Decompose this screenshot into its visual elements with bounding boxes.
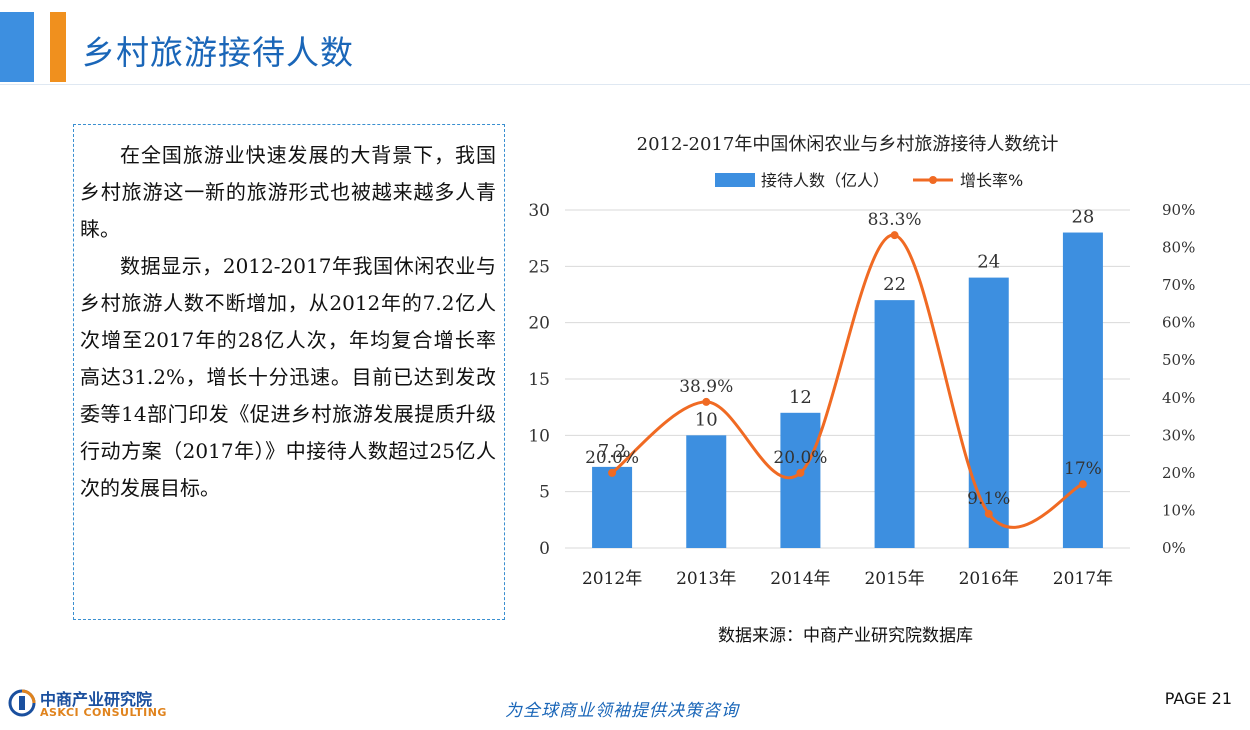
bar xyxy=(686,435,727,548)
chart-title: 2012-2017年中国休闲农业与乡村旅游接待人数统计 xyxy=(637,134,1059,155)
growth-rate-label: 83.3% xyxy=(868,210,922,230)
growth-rate-label: 38.9% xyxy=(679,377,733,397)
bar-value-label: 10 xyxy=(695,409,718,430)
summary-paragraph-2: 数据显示，2012-2017年我国休闲农业与乡村旅游人数不断增加，从2012年的… xyxy=(80,254,496,500)
y2-tick-label: 50% xyxy=(1162,351,1195,369)
header-accent-orange xyxy=(50,12,66,82)
bar xyxy=(780,412,821,548)
y2-tick-label: 10% xyxy=(1162,501,1195,519)
y-tick-label: 30 xyxy=(528,201,550,221)
bar-value-label: 28 xyxy=(1071,207,1094,228)
growth-rate-point xyxy=(702,397,711,406)
y-tick-label: 0 xyxy=(539,539,550,559)
y2-tick-label: 20% xyxy=(1162,464,1195,482)
y2-tick-label: 70% xyxy=(1162,276,1195,294)
header-divider xyxy=(0,84,1250,85)
logo-text-cn: 中商产业研究院 xyxy=(40,690,153,709)
bar-value-label: 12 xyxy=(789,387,812,408)
y-tick-label: 10 xyxy=(528,426,550,446)
footer-slogan: 为全球商业领袖提供决策咨询 xyxy=(505,701,739,721)
y-tick-label: 15 xyxy=(528,370,550,390)
growth-rate-point xyxy=(984,509,993,518)
bar xyxy=(968,277,1009,548)
y-tick-label: 25 xyxy=(528,257,550,277)
y2-tick-label: 60% xyxy=(1162,314,1195,332)
growth-rate-label: 20.0% xyxy=(773,448,827,468)
x-tick-label: 2015年 xyxy=(864,569,924,589)
x-tick-label: 2014年 xyxy=(770,569,830,589)
bar-value-label: 24 xyxy=(977,252,1000,273)
y2-tick-label: 90% xyxy=(1162,201,1195,219)
legend-label-bars: 接待人数（亿人） xyxy=(761,171,889,190)
bar xyxy=(1062,232,1103,548)
y-tick-label: 20 xyxy=(528,314,550,334)
growth-rate-point xyxy=(608,468,617,477)
y2-tick-label: 0% xyxy=(1162,539,1186,557)
bar xyxy=(592,466,633,548)
growth-rate-label: 9.1% xyxy=(967,489,1010,509)
company-logo: 中商产业研究院 ASKCI CONSULTING xyxy=(8,686,168,722)
y2-tick-label: 40% xyxy=(1162,389,1195,407)
bar xyxy=(874,300,915,548)
data-source: 数据来源：中商产业研究院数据库 xyxy=(718,626,973,646)
x-tick-label: 2013年 xyxy=(676,569,736,589)
bar-value-label: 7.2 xyxy=(598,441,627,462)
y2-tick-label: 30% xyxy=(1162,426,1195,444)
summary-textbox: 在全国旅游业快速发展的大背景下，我国乡村旅游这一新的旅游形式也被越来越多人青睐。… xyxy=(73,124,505,620)
logo-text-en: ASKCI CONSULTING xyxy=(40,706,167,719)
growth-rate-label: 17% xyxy=(1064,459,1102,479)
x-tick-label: 2017年 xyxy=(1053,569,1113,589)
legend-marker-line xyxy=(929,176,937,184)
x-tick-label: 2012年 xyxy=(582,569,642,589)
page-title: 乡村旅游接待人数 xyxy=(82,33,354,72)
legend-label-line: 增长率% xyxy=(960,171,1023,190)
growth-rate-point xyxy=(1078,480,1087,489)
y-tick-label: 5 xyxy=(539,483,550,503)
y2-tick-label: 80% xyxy=(1162,239,1195,257)
x-tick-label: 2016年 xyxy=(959,569,1019,589)
growth-rate-point xyxy=(796,468,805,477)
growth-rate-point xyxy=(890,231,899,240)
bar-value-label: 22 xyxy=(883,274,906,295)
growth-rate-label: 20.0% xyxy=(585,448,639,468)
header-accent-blue xyxy=(0,12,34,82)
page-number: PAGE 21 xyxy=(1164,689,1232,708)
legend-swatch-bars xyxy=(715,173,755,187)
summary-paragraph-1: 在全国旅游业快速发展的大背景下，我国乡村旅游这一新的旅游形式也被越来越多人青睐。 xyxy=(80,143,496,241)
logo-icon xyxy=(8,689,36,717)
